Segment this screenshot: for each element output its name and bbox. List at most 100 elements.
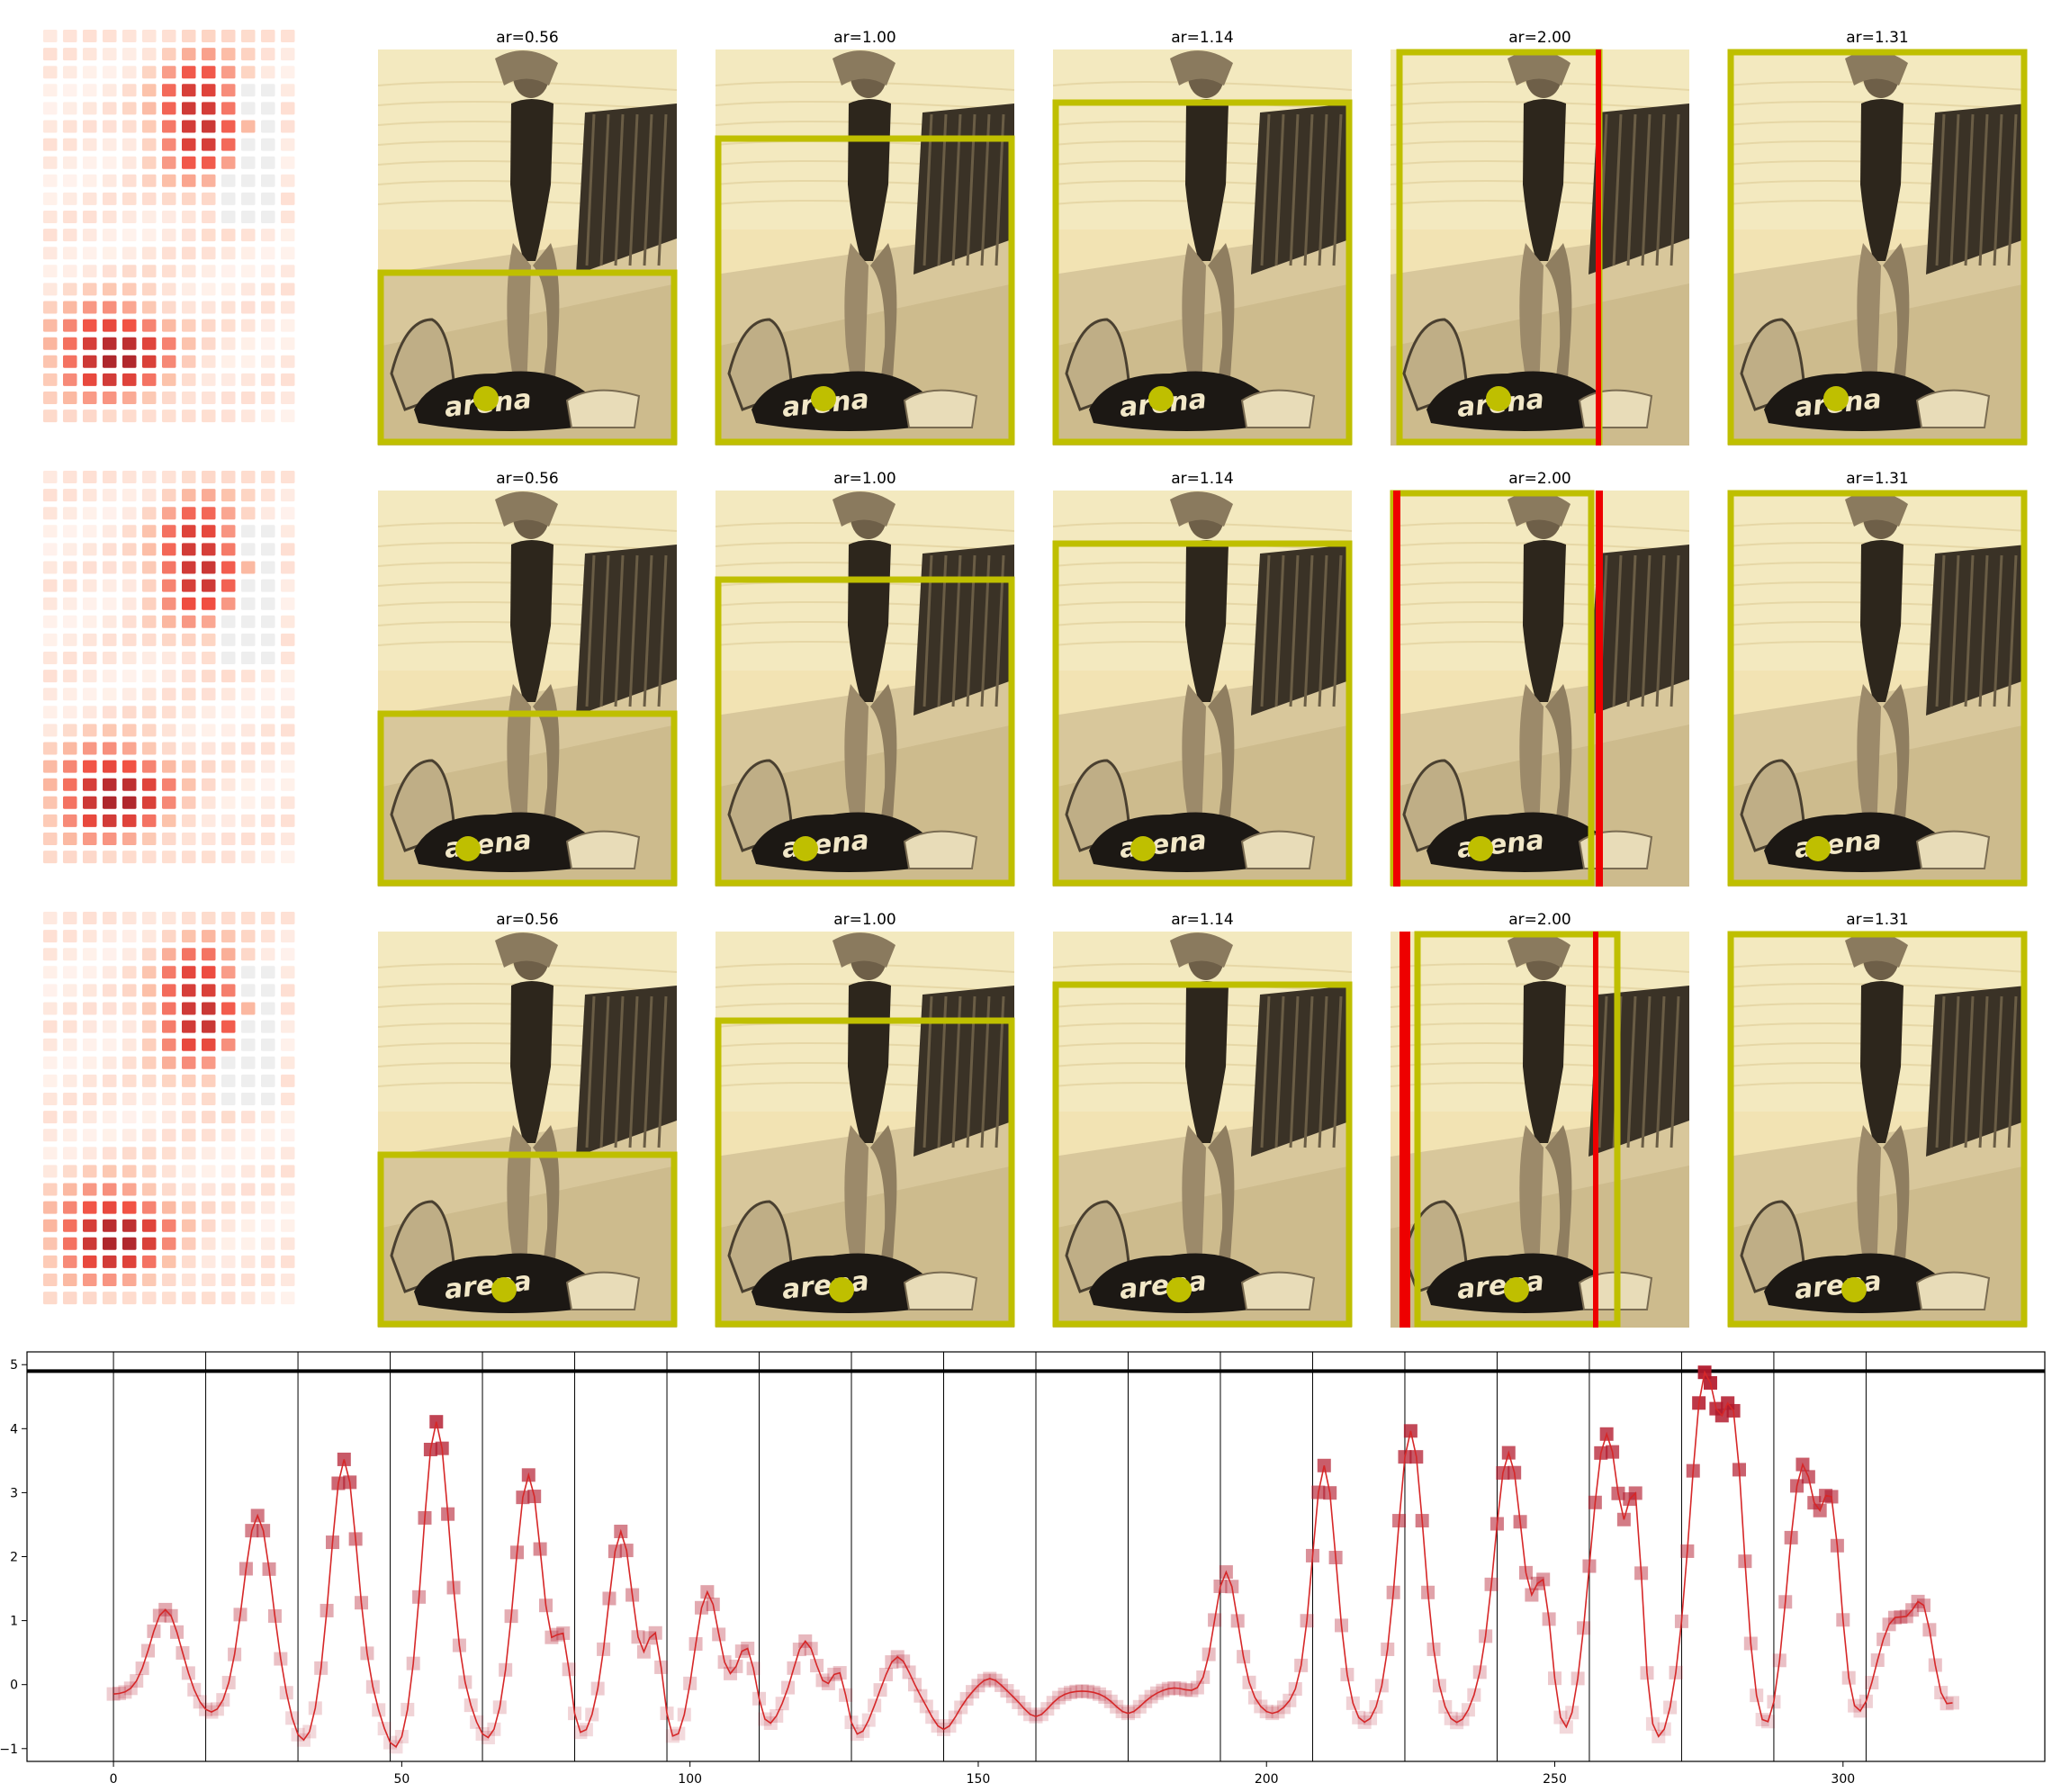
heatmap-cell — [63, 174, 77, 187]
focus-point — [1130, 836, 1156, 861]
heatmap-cell — [221, 1274, 236, 1286]
heatmap-cell — [63, 30, 77, 42]
heatmap-cell — [281, 66, 295, 79]
heatmap-cell — [261, 410, 275, 423]
heatmap-cell — [261, 561, 275, 574]
heatmap-cell — [83, 1002, 97, 1015]
heatmap-cell — [182, 833, 196, 845]
heatmap-cell — [142, 1165, 157, 1178]
heatmap-cell — [221, 579, 236, 592]
heatmap-cell — [281, 670, 295, 683]
heatmap-cell — [202, 192, 216, 205]
crop-box — [377, 269, 678, 446]
heatmap-cell — [202, 543, 216, 556]
heatmap-cell — [43, 84, 58, 97]
heatmap-cell — [142, 30, 157, 42]
heatmap-cell — [241, 615, 256, 628]
heatmap-cell — [43, 211, 58, 223]
panel-title: ar=1.31 — [1846, 911, 1909, 929]
heatmap-cell — [182, 1274, 196, 1286]
crop-box — [1052, 99, 1353, 446]
heatmap-cell — [83, 579, 97, 592]
heatmap-cell — [83, 489, 97, 502]
heatmap-cell — [83, 930, 97, 943]
heatmap-cell — [142, 851, 157, 864]
heatmap-cell — [162, 1111, 176, 1124]
heatmap-cell — [142, 319, 157, 332]
heatmap-cell — [142, 1237, 157, 1250]
heatmap-cell — [83, 814, 97, 827]
focus-point — [1148, 386, 1174, 411]
block-stripe — [1332, 995, 1343, 1148]
heatmap-cell — [182, 948, 196, 961]
heatmap-cell — [162, 1020, 176, 1033]
heatmap-cell — [261, 543, 275, 556]
heatmap-cell — [221, 543, 236, 556]
starting-block — [1926, 104, 2027, 275]
heatmap-cell — [261, 652, 275, 664]
heatmap-cell — [182, 507, 196, 520]
heatmap-cell — [63, 355, 77, 368]
heatmap-cell — [241, 984, 256, 997]
heatmap-cell — [202, 1274, 216, 1286]
block-stripe — [1260, 113, 1271, 266]
heatmap-cell — [202, 30, 216, 42]
heatmap-cell — [221, 1219, 236, 1232]
heatmap-cell — [63, 1255, 77, 1268]
block-stripe — [1641, 554, 1652, 707]
heatmap-cell — [281, 814, 295, 827]
heatmap-cell — [103, 1237, 117, 1250]
heatmap-cell — [103, 912, 117, 924]
heatmap-cell — [182, 392, 196, 404]
heatmap-cell — [182, 579, 196, 592]
heatmap-cell — [122, 410, 137, 423]
heatmap-cell — [281, 948, 295, 961]
water-ripple — [716, 542, 1014, 552]
heatmap-cell — [221, 48, 236, 61]
heatmap-cell — [43, 48, 58, 61]
heatmap-cell — [63, 410, 77, 423]
heatmap-cell — [261, 796, 275, 809]
heatmap-cell — [63, 1111, 77, 1124]
panel-r2-c4: ar=2.00 arena — [1390, 470, 1689, 887]
heatmap-cell — [202, 174, 216, 187]
heatmap-cell — [281, 48, 295, 61]
water-ripple — [1053, 81, 1352, 91]
heatmap-cell — [202, 1292, 216, 1305]
block-stripe — [1655, 113, 1666, 266]
swimmer-arms — [832, 932, 896, 968]
heatmap-cell — [122, 1111, 137, 1124]
heatmap-cell — [122, 355, 137, 368]
heatmap-cell — [182, 1147, 196, 1160]
block-stripe — [1670, 995, 1680, 1148]
heatmap-cell — [241, 948, 256, 961]
heatmap-cell — [221, 192, 236, 205]
heatmap-cell — [83, 1111, 97, 1124]
heatmap-cell — [281, 1201, 295, 1214]
heatmap-cell — [162, 579, 176, 592]
heatmap-cell — [103, 489, 117, 502]
heatmap-cell — [122, 1020, 137, 1033]
heatmap-cell — [202, 1219, 216, 1232]
panel-r3-c2: ar=1.00 arena — [715, 911, 1015, 1328]
heatmap-cell — [182, 1038, 196, 1051]
photo: arena — [1728, 491, 2027, 887]
block-stripe — [1670, 113, 1680, 266]
heatmap-cell — [281, 706, 295, 719]
heatmap-cell — [281, 615, 295, 628]
swimmer-left-leg — [844, 684, 868, 833]
block-stripe — [1303, 995, 1314, 1148]
heatmap-cell — [63, 930, 77, 943]
water-ripple — [1053, 963, 1352, 973]
heatmap-cell — [281, 301, 295, 314]
heatmap-cell — [103, 156, 117, 169]
heatmap-cell — [281, 247, 295, 260]
heatmap-cell — [281, 525, 295, 538]
heatmap-cell — [281, 1255, 295, 1268]
heatmap-cell — [63, 337, 77, 350]
heatmap-cell — [261, 706, 275, 719]
heatmap-cell — [83, 337, 97, 350]
saliency-line-chart: 0 50 100 150 200 250 300 −1 0 1 2 3 4 5 — [0, 1351, 2046, 1787]
heatmap-cell — [122, 525, 137, 538]
heatmap-cell — [122, 1056, 137, 1069]
